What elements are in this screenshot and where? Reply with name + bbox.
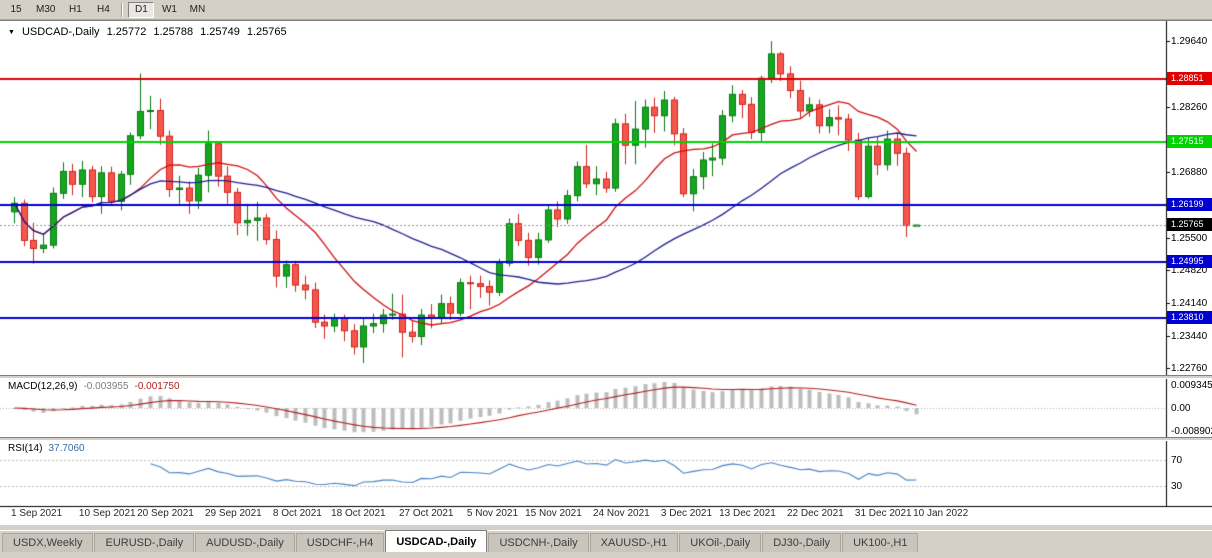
chart-tab-usdcad-daily[interactable]: USDCAD-,Daily (385, 530, 488, 552)
timeframe-button-w1[interactable]: W1 (156, 1, 183, 18)
macd-signal-value: -0.001750 (134, 381, 180, 392)
price-axis-tick: 1.24140 (1171, 297, 1208, 309)
date-axis-label: 29 Sep 2021 (205, 508, 262, 519)
date-axis-label: 15 Nov 2021 (525, 508, 582, 519)
chart-tab-ukoil-daily[interactable]: UKOil-,Daily (679, 533, 762, 552)
ohlc-open: 1.25772 (106, 26, 147, 38)
macd-axis-max-label: 0.009345 (1171, 380, 1212, 391)
timeframe-button-m30[interactable]: M30 (31, 1, 61, 18)
timeframe-button-d1[interactable]: D1 (128, 1, 155, 18)
symbol-dropdown-icon[interactable]: ▼ (8, 28, 15, 36)
date-axis-label: 10 Jan 2022 (913, 508, 969, 519)
hline-price-tag: 1.27515 (1167, 135, 1212, 149)
panel-divider-macd[interactable] (0, 375, 1212, 379)
hline-price-tag: 1.24995 (1167, 255, 1212, 269)
timeframe-button-h1[interactable]: H1 (62, 1, 89, 18)
hline-price-tag: 1.28851 (1167, 71, 1212, 85)
date-axis-label: 3 Dec 2021 (660, 508, 713, 519)
ohlc-high: 1.25788 (153, 26, 194, 38)
candlestick-chart-canvas[interactable] (0, 21, 1212, 525)
macd-main-value: -0.003955 (83, 381, 129, 392)
chart-tab-audusd-daily[interactable]: AUDUSD-,Daily (195, 533, 295, 552)
macd-axis-zero-label: 0.00 (1171, 403, 1191, 414)
toolbar-separator (121, 2, 124, 17)
current-price-tag: 1.25765 (1167, 218, 1212, 232)
date-axis-label: 1 Sep 2021 (11, 508, 63, 519)
date-axis-label: 31 Dec 2021 (854, 508, 912, 519)
price-axis-tick: 1.28260 (1171, 101, 1208, 113)
chart-tab-eurusd-daily[interactable]: EURUSD-,Daily (94, 533, 195, 552)
chart-panel: ▼ USDCAD-,Daily 1.25772 1.25788 1.25749 … (0, 20, 1212, 525)
chart-tab-usdx-weekly[interactable]: USDX,Weekly (2, 533, 94, 552)
hline-price-tag: 1.26199 (1167, 197, 1212, 211)
panel-divider-rsi[interactable] (0, 437, 1212, 441)
timeframe-button-15[interactable]: 15 (3, 1, 29, 18)
timeframe-button-h4[interactable]: H4 (90, 1, 117, 18)
date-axis-label: 27 Oct 2021 (399, 508, 454, 519)
date-axis-label: 22 Dec 2021 (787, 508, 844, 519)
price-axis-tick: 1.23440 (1171, 330, 1208, 342)
ohlc-close: 1.25765 (246, 26, 287, 38)
chart-symbol-title: ▼ USDCAD-,Daily 1.25772 1.25788 1.25749 … (8, 26, 287, 38)
date-axis-label: 13 Dec 2021 (719, 508, 776, 519)
date-axis-label: 24 Nov 2021 (593, 508, 650, 519)
symbol-label: USDCAD-,Daily (21, 26, 100, 38)
date-axis-label: 18 Oct 2021 (331, 508, 386, 519)
chart-tabbar: USDX,Weekly EURUSD-,Daily AUDUSD-,Daily USD… (0, 530, 1212, 552)
macd-indicator-label: MACD(12,26,9) -0.003955 -0.001750 (8, 381, 180, 392)
chart-tab-usdcnh-daily[interactable]: USDCNH-,Daily (488, 533, 589, 552)
rsi-level-label: 30 (1171, 480, 1183, 492)
rsi-name: RSI(14) (8, 443, 43, 454)
date-axis-label: 20 Sep 2021 (137, 508, 194, 519)
chart-tab-uk100-h1[interactable]: UK100-,H1 (842, 533, 919, 552)
ohlc-low: 1.25749 (200, 26, 240, 38)
price-axis-tick: 1.25500 (1171, 233, 1208, 244)
hline-price-tag: 1.23810 (1167, 311, 1212, 325)
price-axis-tick: 1.24820 (1171, 265, 1208, 277)
rsi-value: 37.7060 (48, 443, 85, 454)
chart-tab-dj30-daily[interactable]: DJ30-,Daily (762, 533, 842, 552)
chart-tab-usdchf-h4[interactable]: USDCHF-,H4 (295, 533, 385, 552)
chart-tab-xauusd-h1[interactable]: XAUUSD-,H1 (589, 533, 679, 552)
date-axis-label: 10 Sep 2021 (78, 508, 136, 519)
macd-axis-min-label: -0.008902 (1171, 426, 1212, 437)
timeframe-toolbar: 15 M30 H1 H4 D1 W1 MN (0, 0, 1212, 20)
macd-name: MACD(12,26,9) (8, 381, 78, 392)
date-axis-label: 8 Oct 2021 (272, 508, 322, 519)
rsi-level-label: 70 (1171, 455, 1183, 467)
price-axis-tick: 1.22760 (1171, 363, 1208, 375)
price-axis-tick: 1.29640 (1171, 36, 1208, 48)
rsi-indicator-label: RSI(14) 37.7060 (8, 443, 85, 454)
price-axis-tick: 1.26880 (1171, 167, 1208, 179)
timeframe-button-mn[interactable]: MN (184, 1, 211, 18)
date-axis-label: 5 Nov 2021 (466, 508, 519, 519)
